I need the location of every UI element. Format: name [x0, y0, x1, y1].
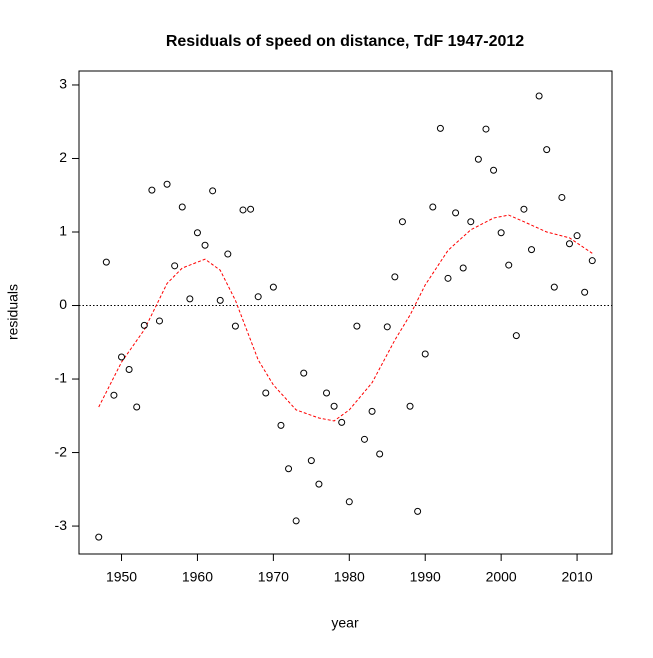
y-axis-label: residuals	[5, 284, 21, 340]
point	[588, 257, 596, 265]
point	[163, 180, 171, 188]
y-tick-label: -1	[55, 370, 68, 386]
point	[543, 146, 551, 154]
point	[254, 293, 262, 301]
point	[558, 193, 566, 201]
point	[581, 288, 589, 296]
x-tick-label: 2010	[561, 569, 592, 585]
x-tick-label: 1980	[334, 569, 365, 585]
x-tick-label: 1960	[182, 569, 213, 585]
y-tick-label: 2	[59, 149, 67, 165]
point	[140, 321, 148, 329]
plot-box	[78, 70, 613, 555]
point	[224, 250, 232, 258]
point	[95, 533, 103, 541]
x-tick-label: 2000	[486, 569, 517, 585]
point	[277, 421, 285, 429]
point	[262, 389, 270, 397]
point	[186, 295, 194, 303]
y-tick-label: 3	[59, 76, 67, 92]
point	[353, 322, 361, 330]
point	[528, 246, 536, 254]
chart-title: Residuals of speed on distance, TdF 1947…	[166, 33, 524, 50]
point	[148, 186, 156, 194]
point	[345, 498, 353, 506]
point	[330, 402, 338, 410]
point	[323, 389, 331, 397]
point	[535, 92, 543, 100]
point	[497, 229, 505, 237]
point	[209, 187, 217, 195]
point	[247, 205, 255, 213]
point	[285, 465, 293, 473]
point	[482, 125, 490, 133]
point	[368, 407, 376, 415]
point	[383, 323, 391, 331]
point	[292, 517, 300, 525]
point	[421, 350, 429, 358]
x-tick-label: 1990	[410, 569, 441, 585]
point	[429, 203, 437, 211]
point	[414, 507, 422, 515]
point	[201, 241, 209, 249]
point	[391, 273, 399, 281]
point	[444, 274, 452, 282]
point	[239, 206, 247, 214]
point	[406, 402, 414, 410]
point	[118, 353, 126, 361]
point	[490, 166, 498, 174]
point	[315, 480, 323, 488]
x-axis-label: year	[331, 615, 359, 631]
point	[436, 124, 444, 132]
y-tick-label: 1	[59, 223, 67, 239]
point	[178, 203, 186, 211]
point	[573, 232, 581, 240]
point	[467, 218, 475, 226]
y-tick-label: -3	[55, 517, 68, 533]
point	[231, 322, 239, 330]
point	[376, 450, 384, 458]
point	[155, 317, 163, 325]
point	[520, 205, 528, 213]
point	[512, 332, 520, 340]
smooth-line	[98, 214, 593, 422]
point	[474, 155, 482, 163]
point	[216, 296, 224, 304]
point	[133, 403, 141, 411]
point	[193, 229, 201, 237]
point	[338, 418, 346, 426]
point	[550, 283, 558, 291]
point	[269, 283, 277, 291]
point	[459, 264, 467, 272]
y-tick-label: 0	[59, 296, 67, 312]
point	[505, 261, 513, 269]
point	[452, 209, 460, 217]
point	[565, 240, 573, 248]
point	[110, 391, 118, 399]
point	[102, 258, 110, 266]
x-tick-label: 1950	[106, 569, 137, 585]
x-tick-label: 1970	[258, 569, 289, 585]
point	[125, 365, 133, 373]
point	[300, 369, 308, 377]
point	[398, 218, 406, 226]
point	[171, 262, 179, 270]
point	[307, 457, 315, 465]
y-tick-label: -2	[55, 443, 68, 459]
point	[360, 435, 368, 443]
